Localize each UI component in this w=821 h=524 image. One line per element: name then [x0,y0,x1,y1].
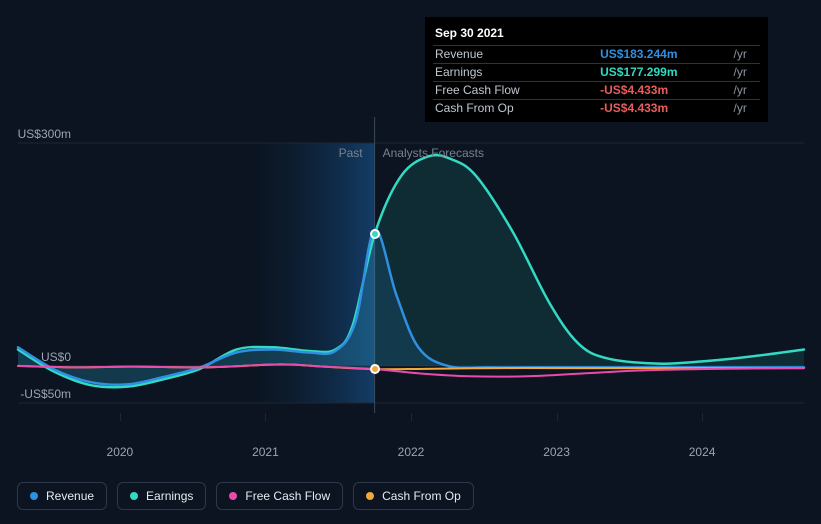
x-axis-tick: 2024 [689,445,716,459]
tooltip-metric-value: -US$4.433m [598,82,731,100]
tooltip-metric-unit: /yr [732,64,760,82]
tooltip-metric-value: -US$4.433m [598,100,731,118]
legend-item-earnings[interactable]: Earnings [117,482,206,510]
y-axis-tick: -US$50m [6,387,71,401]
legend-item-cfo[interactable]: Cash From Op [353,482,474,510]
tooltip-metric-label: Earnings [433,64,598,82]
legend-item-label: Earnings [146,489,193,503]
tooltip-metric-unit: /yr [732,46,760,64]
x-axis-tick: 2022 [398,445,425,459]
cursor-marker [370,364,380,374]
tooltip-metric-value: US$177.299m [598,64,731,82]
tooltip-metric-label: Revenue [433,46,598,64]
legend-item-label: Free Cash Flow [245,489,330,503]
chart-legend: Revenue Earnings Free Cash Flow Cash From O… [17,482,474,510]
legend-dot-icon [229,492,237,500]
tooltip-date: Sep 30 2021 [433,22,760,45]
tooltip-metric-value: US$183.244m [598,46,731,64]
legend-item-fcf[interactable]: Free Cash Flow [216,482,343,510]
legend-dot-icon [366,492,374,500]
tooltip-metric-unit: /yr [732,100,760,118]
financials-chart: US$300mUS$0-US$50m 20202021202220232024 … [0,0,821,524]
x-axis-tick: 2020 [107,445,134,459]
legend-item-revenue[interactable]: Revenue [17,482,107,510]
cursor-marker [370,229,380,239]
tooltip-metric-unit: /yr [732,82,760,100]
past-region-label: Past [339,146,363,160]
x-axis-tick: 2021 [252,445,279,459]
legend-item-label: Revenue [46,489,94,503]
tooltip-row: RevenueUS$183.244m/yr [433,46,760,64]
chart-tooltip: Sep 30 2021 RevenueUS$183.244m/yrEarning… [425,17,768,122]
legend-item-label: Cash From Op [382,489,461,503]
tooltip-metric-label: Free Cash Flow [433,82,598,100]
y-axis-tick: US$0 [6,350,71,364]
y-axis-tick: US$300m [6,127,71,141]
legend-dot-icon [30,492,38,500]
forecast-region-label: Analysts Forecasts [383,146,484,160]
tooltip-row: EarningsUS$177.299m/yr [433,64,760,82]
legend-dot-icon [130,492,138,500]
tooltip-row: Free Cash Flow-US$4.433m/yr [433,82,760,100]
x-axis-tick: 2023 [543,445,570,459]
tooltip-row: Cash From Op-US$4.433m/yr [433,100,760,118]
tooltip-metric-label: Cash From Op [433,100,598,118]
